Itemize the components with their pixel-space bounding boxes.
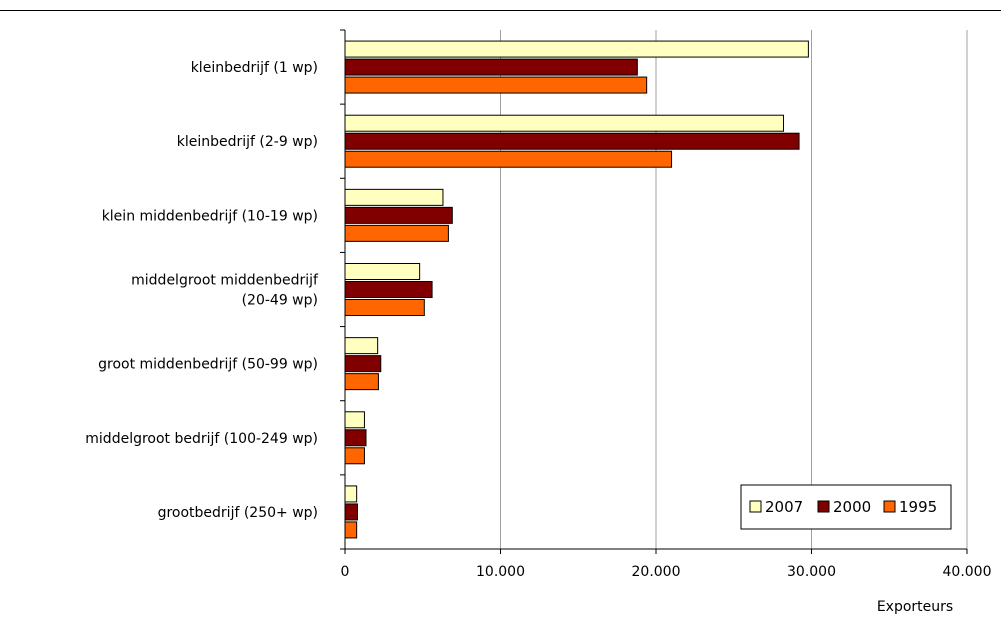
legend-label-1995: 1995 <box>899 498 937 516</box>
bar-2000 <box>344 58 638 76</box>
bar-2000 <box>344 355 382 373</box>
bar-2007 <box>344 188 444 206</box>
x-tick-label: 30.000 <box>787 564 836 580</box>
bar-2007 <box>344 485 358 503</box>
legend-box <box>740 484 952 530</box>
x-tick-label: 40.000 <box>943 564 992 580</box>
category-label: middelgroot bedrijf (100-249 wp) <box>85 431 318 447</box>
bar-2000 <box>344 429 367 447</box>
bar-2000 <box>344 503 358 521</box>
bar-2007 <box>344 337 379 355</box>
category-label: (20-49 wp) <box>242 293 318 309</box>
bar-1995 <box>344 76 648 94</box>
bar-2000 <box>344 206 453 224</box>
bar-1995 <box>344 299 425 316</box>
bar-1995 <box>344 150 673 168</box>
axes <box>340 29 968 554</box>
bar-1995 <box>344 373 379 391</box>
bar-2000 <box>344 281 433 298</box>
bar-2000 <box>344 132 800 150</box>
legend-label-2000: 2000 <box>833 498 871 516</box>
bar-1995 <box>344 447 365 465</box>
bar-2007 <box>344 40 809 58</box>
top-rule <box>0 10 1001 11</box>
legend-label-2007: 2007 <box>765 498 803 516</box>
x-tick-label: 10.000 <box>476 564 525 580</box>
bars <box>344 40 809 539</box>
legend: 2007 2000 1995 <box>740 484 952 530</box>
category-label: middelgroot middenbedrijf <box>131 273 319 289</box>
category-label: grootbedrijf (250+ wp) <box>158 505 318 521</box>
gridlines <box>500 30 968 549</box>
x-tick-labels: 0 10.000 20.000 30.000 40.000 <box>341 564 992 580</box>
bar-1995 <box>344 224 449 242</box>
category-label: kleinbedrijf (2-9 wp) <box>177 134 318 150</box>
category-label: klein middenbedrijf (10-19 wp) <box>102 208 318 224</box>
legend-swatch-2000 <box>817 500 830 513</box>
bar-2007 <box>344 114 785 132</box>
x-tick-label: 20.000 <box>632 564 681 580</box>
bar-1995 <box>344 521 358 539</box>
legend-swatch-2007 <box>749 500 762 513</box>
x-axis-title: Exporteurs <box>877 599 953 615</box>
bar-2007 <box>344 263 421 280</box>
bar-2007 <box>344 411 365 429</box>
category-label: kleinbedrijf (1 wp) <box>191 60 318 76</box>
x-tick-label: 0 <box>341 564 350 580</box>
category-label: groot middenbedrijf (50-99 wp) <box>98 357 318 373</box>
category-labels: kleinbedrijf (1 wp) kleinbedrijf (2-9 wp)… <box>85 60 319 521</box>
legend-swatch-1995 <box>883 500 896 513</box>
